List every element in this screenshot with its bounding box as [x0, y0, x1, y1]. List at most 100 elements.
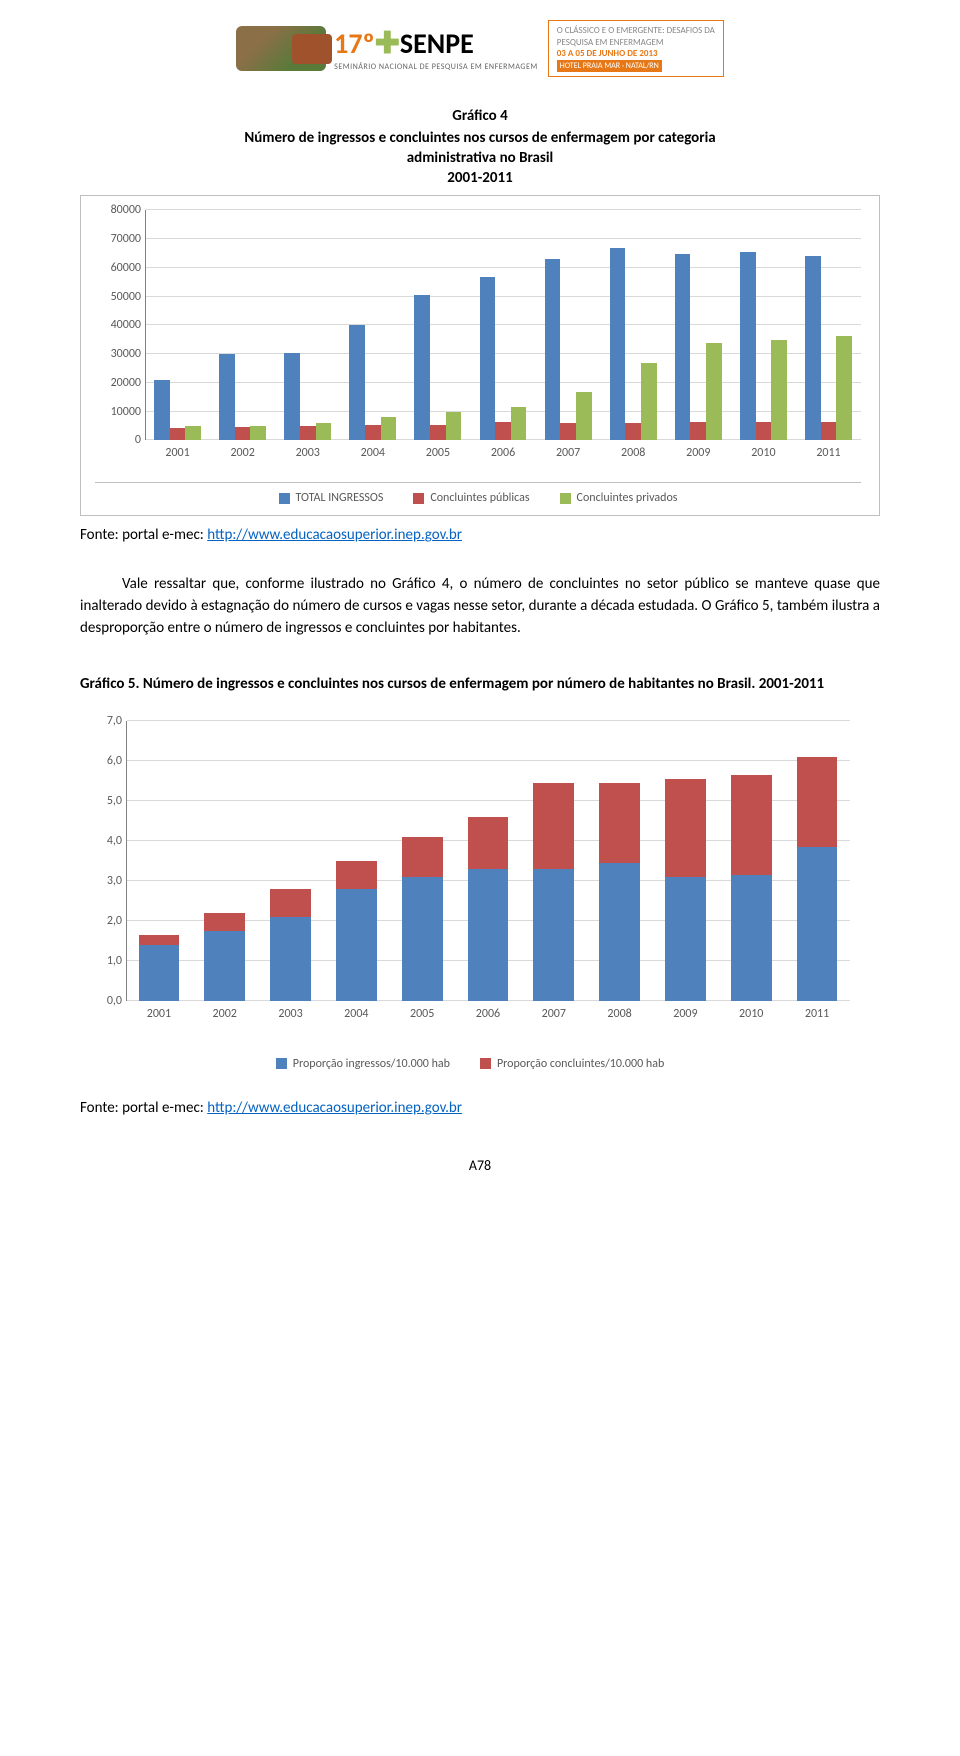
bar-concluintes — [468, 817, 509, 869]
bar-concluintes-privados — [706, 343, 722, 441]
x-tick: 2003 — [258, 1001, 324, 1033]
chart1-plot: 0100002000030000400005000060000700008000… — [95, 210, 861, 472]
bar-concluintes-públicas — [690, 422, 706, 440]
bar-concluintes-privados — [250, 426, 266, 441]
legend-label: Proporção ingressos/10.000 hab — [293, 1057, 450, 1071]
x-tick: 2001 — [126, 1001, 192, 1033]
bar-total-ingressos — [545, 259, 561, 440]
year-group — [536, 210, 601, 440]
legend-item: Concluintes privados — [560, 491, 678, 505]
bar-concluintes — [336, 861, 377, 889]
bar-concluintes-públicas — [756, 422, 772, 441]
tagline2: PESQUISA EM ENFERMAGEM — [557, 37, 715, 49]
bar-concluintes-públicas — [625, 423, 641, 441]
x-tick: 2006 — [470, 440, 535, 472]
chart2-legend: Proporção ingressos/10.000 hab Proporção … — [90, 1043, 850, 1071]
grafico5-title: Gráfico 5. Número de ingressos e conclui… — [80, 675, 880, 693]
bar-concluintes — [731, 775, 772, 875]
bar-total-ingressos — [740, 252, 756, 440]
bar-concluintes — [139, 935, 180, 945]
bar-ingressos — [731, 875, 772, 1001]
senpe-logo-icon — [236, 26, 326, 71]
bar-ingressos — [336, 889, 377, 1001]
legend-label: TOTAL INGRESSOS — [296, 491, 384, 505]
year-group — [601, 210, 666, 440]
source-prefix: Fonte: portal e-mec: — [80, 1099, 207, 1117]
x-tick: 2002 — [210, 440, 275, 472]
year-group — [718, 721, 784, 1001]
legend-swatch — [279, 493, 290, 504]
year-group — [521, 721, 587, 1001]
chart2-plot: 0,01,02,03,04,05,06,07,02001200220032004… — [90, 721, 850, 1033]
bar-concluintes — [270, 889, 311, 917]
bar-concluintes — [797, 757, 838, 847]
legend-swatch — [276, 1058, 287, 1069]
chart1-container: 0100002000030000400005000060000700008000… — [80, 195, 880, 516]
bar-concluintes — [599, 783, 640, 863]
y-tick: 5,0 — [107, 794, 122, 808]
bar-total-ingressos — [610, 248, 626, 441]
senpe-title: 17º✚SENPE SEMINÁRIO NACIONAL DE PESQUISA… — [334, 25, 538, 72]
event-date-box: O CLÁSSICO E O EMERGENTE: DESAFIOS DA PE… — [548, 20, 724, 77]
y-tick: 0 — [135, 433, 141, 447]
grafico4-title-line3: 2001-2011 — [80, 169, 880, 187]
bar-concluintes-privados — [446, 412, 462, 441]
year-group — [145, 210, 210, 440]
y-tick: 1,0 — [107, 954, 122, 968]
bar-total-ingressos — [675, 254, 691, 441]
legend-item: Concluintes públicas — [413, 491, 529, 505]
year-group — [192, 721, 258, 1001]
bar-concluintes-públicas — [821, 422, 837, 441]
bar-total-ingressos — [414, 295, 430, 440]
source-link[interactable]: http://www.educacaosuperior.inep.gov.br — [207, 1099, 462, 1117]
legend-label: Proporção concluintes/10.000 hab — [497, 1057, 664, 1071]
bar-concluintes — [402, 837, 443, 877]
bar-concluintes-privados — [185, 426, 201, 440]
year-group — [666, 210, 731, 440]
bar-total-ingressos — [219, 354, 235, 440]
x-tick: 2005 — [389, 1001, 455, 1033]
x-tick: 2011 — [796, 440, 861, 472]
legend-label: Concluintes privados — [577, 491, 678, 505]
x-tick: 2009 — [666, 440, 731, 472]
grafico4-title-line2: administrativa no Brasil — [80, 149, 880, 167]
senpe-number: 17º — [334, 26, 375, 61]
bar-concluintes-públicas — [300, 426, 316, 440]
year-group — [653, 721, 719, 1001]
y-tick: 6,0 — [107, 754, 122, 768]
year-group — [470, 210, 535, 440]
source-link[interactable]: http://www.educacaosuperior.inep.gov.br — [207, 526, 462, 544]
y-tick: 60000 — [111, 261, 141, 275]
y-tick: 70000 — [111, 232, 141, 246]
senpe-subtitle: SEMINÁRIO NACIONAL DE PESQUISA EM ENFERM… — [334, 62, 538, 72]
bar-ingressos — [599, 863, 640, 1001]
y-tick: 0,0 — [107, 994, 122, 1008]
bar-total-ingressos — [805, 256, 821, 440]
y-tick: 30000 — [111, 347, 141, 361]
y-tick: 10000 — [111, 405, 141, 419]
year-group — [258, 721, 324, 1001]
bar-ingressos — [468, 869, 509, 1001]
bar-concluintes-privados — [511, 407, 527, 440]
year-group — [210, 210, 275, 440]
x-tick: 2007 — [521, 1001, 587, 1033]
page-number: A78 — [80, 1157, 880, 1174]
year-group — [340, 210, 405, 440]
legend-item: Proporção concluintes/10.000 hab — [480, 1057, 664, 1071]
x-tick: 2011 — [784, 1001, 850, 1033]
x-tick: 2003 — [275, 440, 340, 472]
grafico4-label: Gráfico 4 — [80, 107, 880, 125]
year-group — [796, 210, 861, 440]
bar-concluintes — [204, 913, 245, 931]
logo-block: 17º✚SENPE SEMINÁRIO NACIONAL DE PESQUISA… — [236, 25, 538, 72]
bar-concluintes-públicas — [495, 422, 511, 441]
legend-swatch — [413, 493, 424, 504]
body-paragraph: Vale ressaltar que, conforme ilustrado n… — [80, 574, 880, 639]
year-group — [455, 721, 521, 1001]
grafico4-title-line1: Número de ingressos e concluintes nos cu… — [80, 129, 880, 147]
grafico5-source: Fonte: portal e-mec: http://www.educacao… — [80, 1099, 880, 1117]
x-tick: 2008 — [601, 440, 666, 472]
y-tick: 7,0 — [107, 714, 122, 728]
x-tick: 2010 — [718, 1001, 784, 1033]
bar-ingressos — [402, 877, 443, 1001]
